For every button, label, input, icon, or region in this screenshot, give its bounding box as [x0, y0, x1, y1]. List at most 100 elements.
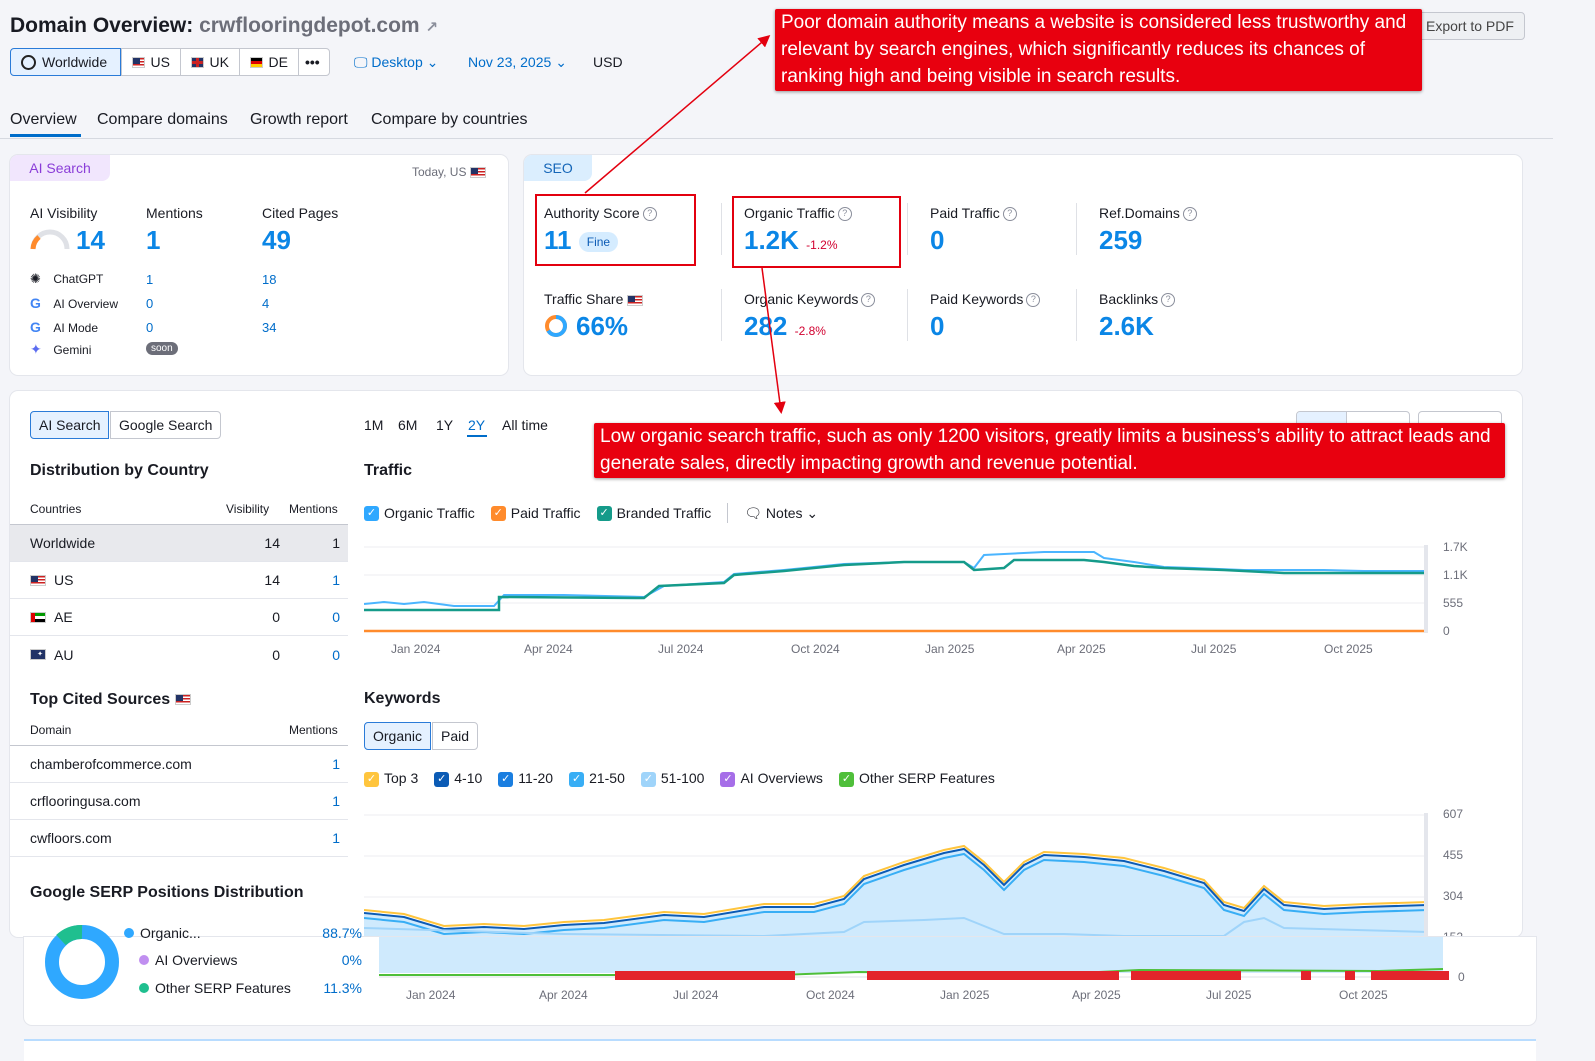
legend-other-serp[interactable]: ✓ Other SERP Features: [838, 770, 995, 787]
legend-ai-overviews[interactable]: ✓ AI Overviews: [720, 770, 823, 787]
table-row-us[interactable]: US 14 1: [10, 562, 348, 599]
country-mentions[interactable]: 0: [332, 646, 340, 663]
platform-mentions[interactable]: 0: [146, 320, 154, 335]
legend-paid-traffic[interactable]: ✓ Paid Traffic: [490, 505, 581, 522]
help-icon[interactable]: ?: [642, 207, 657, 222]
top-cited-title: Top Cited Sources: [30, 691, 191, 709]
checkbox-icon: ✓: [434, 771, 450, 787]
platform-row-ai-mode: G AI Mode 0 34: [30, 319, 430, 335]
traffic-x-tick: Jul 2024: [658, 642, 704, 656]
tab-compare-countries[interactable]: Compare by countries: [371, 111, 528, 128]
help-icon[interactable]: ?: [1002, 207, 1017, 222]
keywords-title: Keywords: [364, 690, 441, 707]
checkbox-icon: ✓: [569, 771, 585, 787]
region-de[interactable]: DE: [239, 48, 299, 76]
organic-delta: -1.2%: [806, 238, 838, 252]
tab-growth-report[interactable]: Growth report: [250, 111, 348, 128]
ref-domains-value[interactable]: 259: [1099, 225, 1143, 255]
traffic-x-tick: Jul 2025: [1191, 642, 1237, 656]
paid-traffic-value[interactable]: 0: [930, 225, 945, 255]
platform-name: Gemini: [53, 343, 92, 357]
keywords-y-tick: 0: [1458, 970, 1465, 984]
ai-search-toggle[interactable]: AI Search: [30, 411, 110, 439]
source-row[interactable]: cwfloors.com 1: [10, 820, 348, 857]
authority-pill: Fine: [578, 232, 619, 253]
period-all-time[interactable]: All time: [502, 417, 548, 433]
export-pdf-button[interactable]: Export to PDF: [1415, 12, 1525, 40]
ai-visibility-value[interactable]: 14: [76, 225, 105, 255]
country-name: US: [54, 572, 74, 588]
legend-4-10[interactable]: ✓ 4-10: [434, 770, 482, 787]
source-row[interactable]: crflooringusa.com 1: [10, 783, 348, 820]
legend-branded-traffic[interactable]: ✓ Branded Traffic: [596, 505, 711, 522]
soon-badge: soon: [146, 342, 178, 355]
source-mentions[interactable]: 1: [332, 830, 340, 846]
external-link-icon[interactable]: ↗: [425, 19, 438, 36]
region-uk[interactable]: UK: [180, 48, 240, 76]
help-icon[interactable]: ?: [837, 207, 852, 222]
cited-pages-value[interactable]: 49: [262, 225, 291, 255]
legend-top3[interactable]: ✓ Top 3: [364, 770, 418, 787]
period-1m[interactable]: 1M: [364, 417, 384, 433]
distribution-title: Distribution by Country: [30, 462, 209, 479]
table-row-ae[interactable]: AE 0 0: [10, 599, 348, 636]
help-icon[interactable]: ?: [1026, 293, 1041, 308]
period-1y[interactable]: 1Y: [436, 417, 454, 433]
serp-item-name: AI Overviews: [155, 952, 238, 968]
google-search-toggle[interactable]: Google Search: [110, 411, 222, 439]
tab-overview[interactable]: Overview: [10, 111, 77, 128]
legend-51-100[interactable]: ✓ 51-100: [640, 770, 704, 787]
notes-dropdown[interactable]: 🗨 Notes ⌄: [744, 505, 818, 522]
legend-21-50[interactable]: ✓ 21-50: [569, 770, 625, 787]
platform-cited[interactable]: 4: [262, 296, 270, 311]
traffic-share-value[interactable]: 66%: [576, 311, 629, 341]
period-2y[interactable]: 2Y: [468, 417, 486, 433]
countries-header: Countries: [30, 502, 82, 516]
mentions-value[interactable]: 1: [146, 225, 161, 255]
platform-cited[interactable]: 34: [262, 320, 277, 335]
keywords-x-tick: Apr 2024: [539, 988, 588, 1002]
country-mentions[interactable]: 0: [332, 609, 340, 625]
legend-organic-traffic[interactable]: ✓ Organic Traffic: [364, 505, 475, 522]
platform-mentions[interactable]: 1: [146, 272, 154, 287]
organic-keywords-value[interactable]: 282 -2.8%: [744, 311, 826, 342]
platform-row-ai-overview: G AI Overview 0 4: [30, 295, 430, 311]
domain-link[interactable]: crwflooringdepot.com: [199, 14, 420, 37]
table-row-au[interactable]: AU 0 0: [10, 636, 348, 673]
help-icon[interactable]: ?: [1161, 293, 1176, 308]
source-row[interactable]: chamberofcommerce.com 1: [10, 746, 348, 783]
traffic-y-tick: 0: [1443, 624, 1450, 638]
table-divider: [10, 745, 348, 746]
platform-cited[interactable]: 18: [262, 272, 277, 287]
date-select[interactable]: Nov 23, 2025 ⌄: [468, 54, 567, 71]
source-mentions[interactable]: 1: [332, 793, 340, 809]
more-regions-button[interactable]: •••: [298, 48, 330, 76]
country-mentions[interactable]: 1: [332, 572, 340, 588]
help-icon[interactable]: ?: [861, 293, 876, 308]
backlinks-value[interactable]: 2.6K: [1099, 311, 1154, 341]
legend-dot: [139, 955, 149, 965]
paid-keywords-value[interactable]: 0: [930, 311, 945, 341]
traffic-x-tick: Apr 2025: [1057, 642, 1106, 656]
tab-compare-domains[interactable]: Compare domains: [97, 111, 228, 128]
device-select[interactable]: 🖵 Desktop ⌄: [354, 54, 438, 71]
legend-11-20[interactable]: ✓ 11-20: [498, 770, 553, 787]
notes-icon: 🗨: [744, 504, 763, 521]
legend-label: Organic Traffic: [384, 504, 475, 521]
source-mentions[interactable]: 1: [332, 756, 340, 772]
traffic-y-tick: 555: [1443, 596, 1464, 610]
period-6m[interactable]: 6M: [398, 417, 418, 433]
table-row-worldwide[interactable]: Worldwide 14 1: [10, 525, 348, 562]
region-us[interactable]: US: [121, 48, 181, 76]
ref-domains-text: Ref.Domains: [1099, 205, 1180, 221]
organic-traffic-value[interactable]: 1.2K -1.2%: [744, 225, 838, 256]
paid-toggle[interactable]: Paid: [432, 722, 479, 750]
legend-dot: [124, 928, 134, 938]
help-icon[interactable]: ?: [1182, 207, 1197, 222]
region-worldwide[interactable]: Worldwide: [10, 48, 121, 76]
platform-mentions[interactable]: 0: [146, 296, 154, 311]
authority-score-value[interactable]: 11 Fine: [544, 225, 619, 256]
traffic-x-tick: Oct 2024: [791, 642, 840, 656]
tabs-divider: [0, 138, 1553, 139]
organic-toggle[interactable]: Organic: [364, 722, 432, 750]
